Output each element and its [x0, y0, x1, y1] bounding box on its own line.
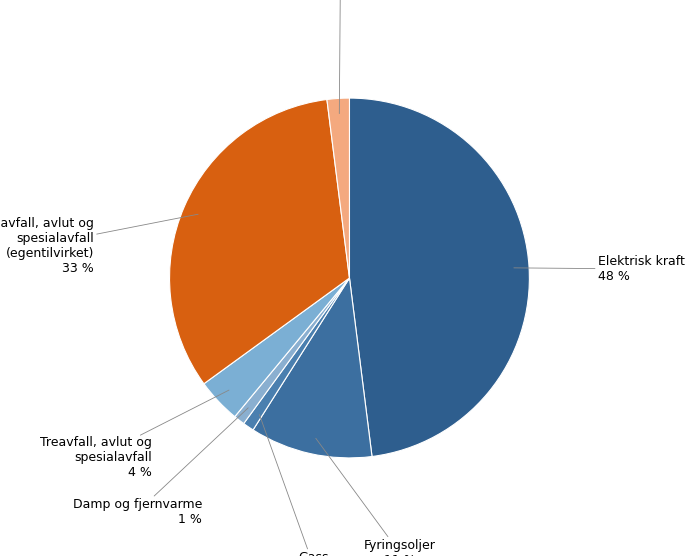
Text: Damp og fjernvarme
1 %: Damp og fjernvarme 1 %: [73, 408, 248, 526]
Text: Treavfall, avlut og
spesialavfall
(egentilvirket)
33 %: Treavfall, avlut og spesialavfall (egent…: [0, 214, 198, 275]
Wedge shape: [235, 278, 349, 424]
Text: Treavfall, avlut og
spesialavfall
4 %: Treavfall, avlut og spesialavfall 4 %: [39, 390, 229, 479]
Text: Elektrisk kraft
48 %: Elektrisk kraft 48 %: [514, 255, 684, 283]
Wedge shape: [253, 278, 372, 458]
Wedge shape: [204, 278, 349, 416]
Text: Elektrisk kraft
(egentilvirket)
2 %: Elektrisk kraft (egentilvirket) 2 %: [296, 0, 385, 113]
Wedge shape: [170, 100, 349, 384]
Wedge shape: [244, 278, 349, 430]
Text: Fyringsoljer
11 %: Fyringsoljer 11 %: [316, 438, 436, 556]
Text: Gass
1 %: Gass 1 %: [260, 415, 329, 556]
Wedge shape: [349, 98, 529, 456]
Wedge shape: [327, 98, 349, 278]
